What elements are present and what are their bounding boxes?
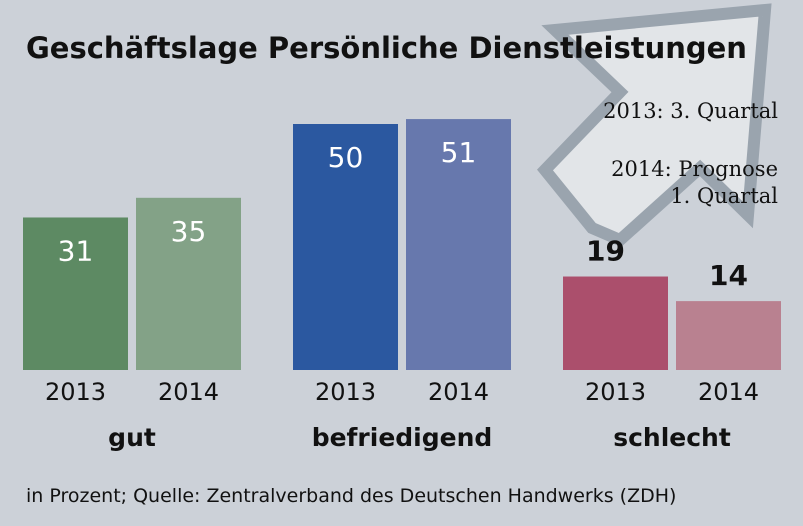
bar-schlecht-2014 xyxy=(676,301,781,370)
category-label-schlecht: schlecht xyxy=(613,423,731,452)
category-label-gut: gut xyxy=(108,423,156,452)
bar-befriedigend-2013 xyxy=(293,124,398,370)
chart-title: Geschäftslage Persönliche Dienstleistung… xyxy=(26,31,747,65)
source-note: in Prozent; Quelle: Zentralverband des D… xyxy=(26,485,676,507)
bar-schlecht-2013 xyxy=(563,276,668,370)
year-label-gut-2014: 2014 xyxy=(158,378,219,406)
year-label-befriedigend-2013: 2013 xyxy=(315,378,376,406)
year-label-schlecht-2014: 2014 xyxy=(698,378,759,406)
year-label-gut-2013: 2013 xyxy=(45,378,106,406)
value-label-schlecht-2014: 14 xyxy=(709,259,748,292)
value-label-befriedigend-2013: 50 xyxy=(328,141,364,174)
category-label-befriedigend: befriedigend xyxy=(312,423,493,452)
value-label-gut-2014: 35 xyxy=(171,215,207,248)
note-2014-quarter: 1. Quartal xyxy=(670,184,778,208)
year-label-befriedigend-2014: 2014 xyxy=(428,378,489,406)
bar-gut-2014 xyxy=(136,197,241,370)
bars-group: 312013352014gut502013512014befriedigend1… xyxy=(23,119,781,452)
value-label-gut-2013: 31 xyxy=(58,234,94,267)
bar-gut-2013 xyxy=(23,217,128,370)
year-label-schlecht-2013: 2013 xyxy=(585,378,646,406)
value-label-befriedigend-2014: 51 xyxy=(441,136,477,169)
trend-arrow-icon xyxy=(537,3,772,248)
value-label-schlecht-2013: 19 xyxy=(586,235,625,268)
note-2013: 2013: 3. Quartal xyxy=(603,99,778,123)
note-2014: 2014: Prognose xyxy=(611,157,778,181)
bar-befriedigend-2014 xyxy=(406,119,511,370)
